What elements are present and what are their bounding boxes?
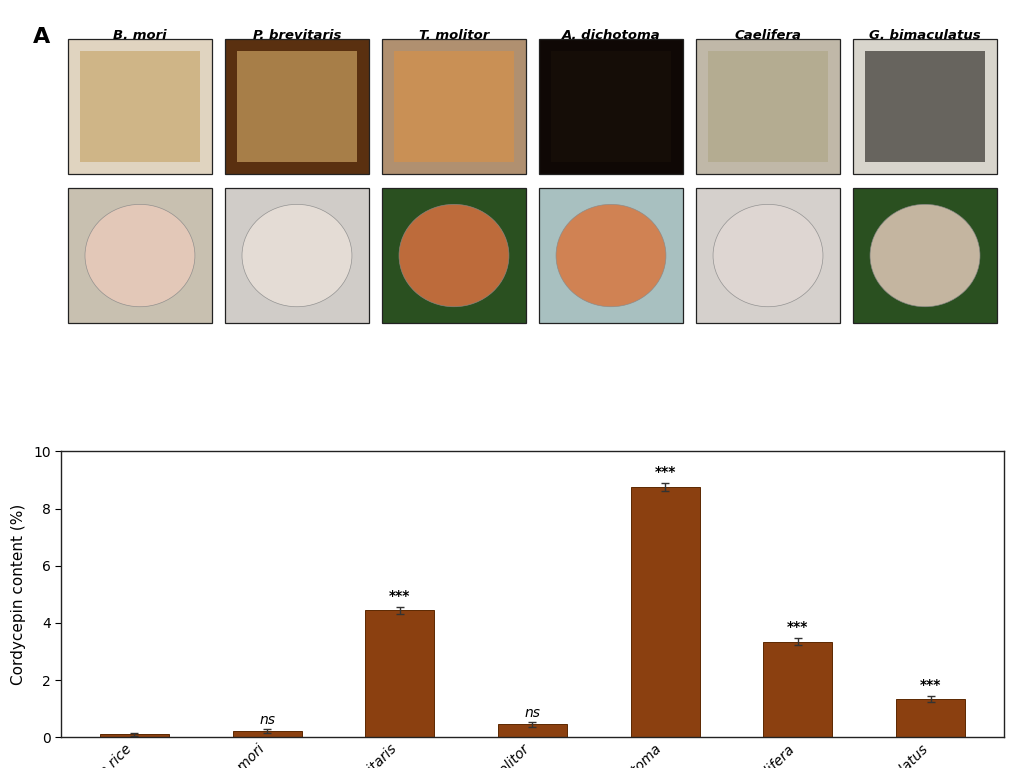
Bar — [238, 51, 356, 162]
Bar — [224, 39, 370, 174]
Text: ***: *** — [389, 589, 411, 603]
Bar — [853, 188, 997, 323]
Bar — [232, 731, 302, 737]
Text: P. brevitaris: P. brevitaris — [253, 29, 341, 42]
Text: ns: ns — [524, 706, 541, 720]
Bar — [763, 641, 833, 737]
Bar — [709, 51, 827, 162]
Bar — [366, 610, 434, 737]
Bar — [865, 51, 985, 162]
Bar — [695, 39, 841, 174]
Bar — [539, 39, 683, 174]
Text: ***: *** — [920, 678, 941, 692]
Text: ns: ns — [259, 713, 275, 727]
Text: B. mori: B. mori — [113, 29, 167, 42]
Bar — [631, 487, 699, 737]
Bar — [80, 51, 200, 162]
Bar — [695, 188, 841, 323]
Circle shape — [713, 204, 823, 306]
Bar — [100, 734, 169, 737]
Circle shape — [85, 204, 195, 306]
Bar — [394, 51, 514, 162]
Circle shape — [870, 204, 980, 306]
Bar — [382, 39, 526, 174]
Bar — [853, 39, 997, 174]
Bar — [551, 51, 671, 162]
Text: A: A — [33, 28, 50, 48]
Bar — [382, 188, 526, 323]
Text: A. dichotoma: A. dichotoma — [561, 29, 660, 42]
Text: Caelifera: Caelifera — [734, 29, 802, 42]
Bar — [224, 188, 370, 323]
Circle shape — [556, 204, 666, 306]
Y-axis label: Cordycepin content (%): Cordycepin content (%) — [11, 504, 27, 685]
Bar — [539, 188, 683, 323]
Text: G. bimaculatus: G. bimaculatus — [869, 29, 981, 42]
Bar — [68, 188, 212, 323]
Circle shape — [399, 204, 509, 306]
Text: T. molitor: T. molitor — [419, 29, 489, 42]
Bar — [68, 39, 212, 174]
Circle shape — [242, 204, 352, 306]
Text: ***: *** — [654, 465, 676, 479]
Bar — [896, 699, 965, 737]
Text: ***: *** — [787, 621, 809, 634]
Bar — [498, 724, 567, 737]
